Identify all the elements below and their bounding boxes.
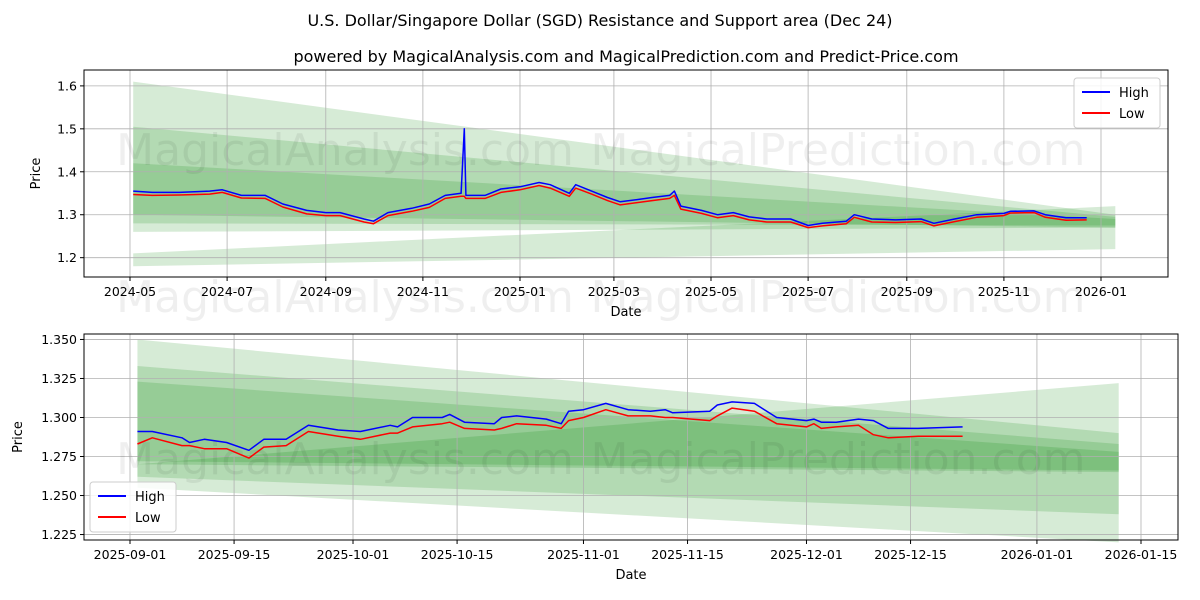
resistance-support-band <box>133 81 1116 232</box>
series-line-low <box>137 407 963 459</box>
y-tick-label: 1.225 <box>41 527 77 542</box>
x-axis-label: Date <box>615 568 646 583</box>
series-line-high <box>133 128 1087 227</box>
resistance-support-band <box>137 381 1119 471</box>
resistance-support-band <box>137 383 1119 473</box>
bottom-chart: 2025-09-01 2025-09-15 2025-10-01 2025-10-15… <box>11 332 1179 583</box>
chart-title: U.S. Dollar/Singapore Dollar (SGD) Resis… <box>307 11 892 30</box>
plot-frame <box>83 333 1179 541</box>
y-tick-label: 1.2 <box>57 250 77 265</box>
legend-box <box>1073 77 1161 129</box>
legend-label-low: Low <box>1119 107 1145 122</box>
y-tick-label: 1.4 <box>57 164 77 179</box>
x-tick-label: 2025-09 <box>881 284 933 299</box>
watermark: MagicalAnalysis.com <box>116 125 574 176</box>
x-tick-label: 2024-09 <box>300 284 352 299</box>
series-line-high <box>137 401 963 452</box>
x-tick-label: 2025-11 <box>978 284 1030 299</box>
watermark: MagicalAnalysis.com <box>116 272 574 323</box>
watermark: MagicalPrediction.com <box>591 125 1086 176</box>
x-tick-label: 2025-10-01 <box>317 547 390 562</box>
resistance-support-band <box>137 365 1119 515</box>
x-tick-label: 2025-11-15 <box>651 547 724 562</box>
chart-subtitle: powered by MagicalAnalysis.com and Magic… <box>293 47 958 66</box>
legend: High Low <box>1073 77 1161 129</box>
x-tick-label: 2024-05 <box>104 284 156 299</box>
x-tick-label: 2025-03 <box>588 284 640 299</box>
x-axis-label: Date <box>610 305 641 320</box>
x-tick-label: 2026-01-01 <box>1001 547 1074 562</box>
y-axis-label: Price <box>11 421 26 453</box>
y-tick-label: 1.325 <box>41 371 77 386</box>
y-tick-label: 1.6 <box>57 78 77 93</box>
watermark: MagicalPrediction.com <box>591 434 1086 485</box>
y-tick-label: 1.3 <box>57 207 77 222</box>
x-tick-label: 2025-09-15 <box>198 547 271 562</box>
x-tick-label: 2025-09-01 <box>94 547 167 562</box>
legend-box <box>89 481 177 533</box>
y-tick-label: 1.275 <box>41 449 77 464</box>
x-tick-label: 2024-07 <box>201 284 253 299</box>
legend: High Low <box>89 481 177 533</box>
x-tick-label: 2025-01 <box>494 284 546 299</box>
x-tick-label: 2025-11-01 <box>547 547 620 562</box>
legend-label-low: Low <box>135 511 161 526</box>
x-tick-label: 2025-10-15 <box>421 547 494 562</box>
x-tick-label: 2025-07 <box>782 284 834 299</box>
watermark: MagicalPrediction.com <box>591 272 1086 323</box>
resistance-support-band <box>137 339 1119 543</box>
plot-frame <box>83 69 1169 278</box>
watermark: MagicalAnalysis.com <box>116 434 574 485</box>
x-tick-label: 2026-01-15 <box>1105 547 1178 562</box>
legend-label-high: High <box>135 490 165 505</box>
series-line-low <box>133 184 1087 229</box>
legend-label-high: High <box>1119 86 1149 101</box>
y-axis-label: Price <box>29 158 44 190</box>
x-tick-label: 2024-11 <box>397 284 449 299</box>
y-tick-label: 1.250 <box>41 488 77 503</box>
x-tick-label: 2025-12-15 <box>874 547 947 562</box>
x-tick-label: 2025-12-01 <box>770 547 843 562</box>
top-chart: 2024-05 2024-07 2024-09 2024-11 2025-01 2025-… <box>29 69 1169 323</box>
resistance-support-band <box>133 126 1116 226</box>
x-tick-label: 2025-05 <box>685 284 737 299</box>
y-tick-label: 1.300 <box>41 410 77 425</box>
y-tick-label: 1.5 <box>57 121 77 136</box>
x-tick-label: 2026-01 <box>1075 284 1127 299</box>
y-tick-label: 1.350 <box>41 332 77 347</box>
resistance-support-band <box>133 163 1116 228</box>
